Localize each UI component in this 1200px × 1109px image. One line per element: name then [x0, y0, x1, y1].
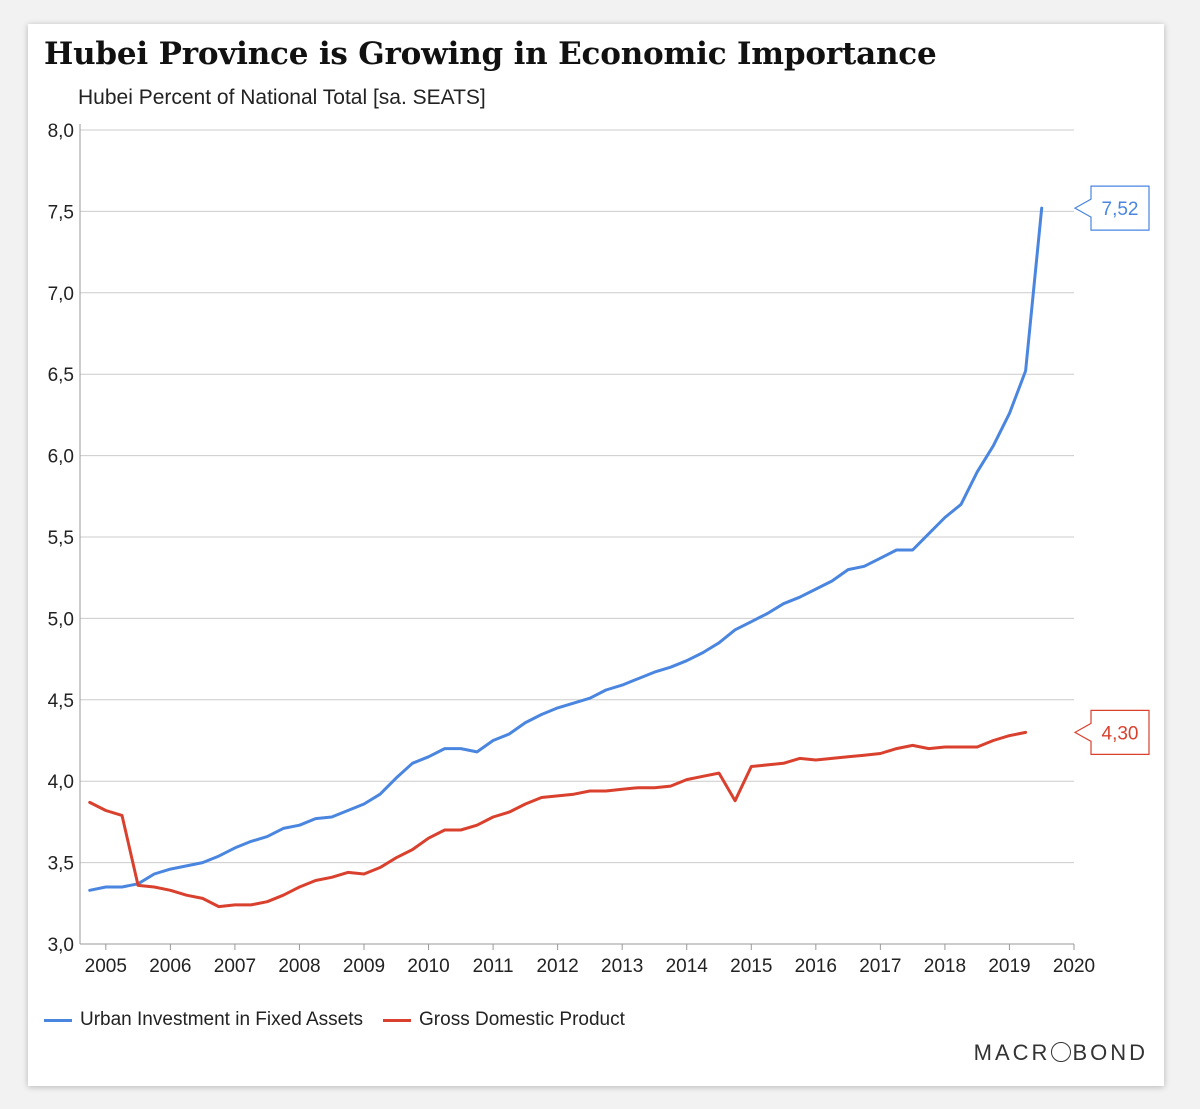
legend: Urban Investment in Fixed Assets Gross D… — [44, 1009, 637, 1031]
x-tick-label: 2007 — [214, 956, 256, 977]
line-chart: 3,0 3,5 4,0 4,5 5,0 5,5 6,0 6,5 7,0 7,5 8,0 2005 200… — [48, 121, 1150, 977]
x-tick-label: 2014 — [666, 956, 709, 977]
series-line-0 — [88, 206, 1044, 892]
chart-card: Hubei Province is Growing in Economic Im… — [28, 24, 1164, 1086]
legend-swatch-investment — [44, 1018, 72, 1022]
x-tick-label: 2019 — [988, 956, 1030, 977]
y-tick-label: 5,5 — [48, 528, 74, 549]
end-value-label: 4,30 — [1102, 723, 1139, 744]
x-tick-label: 2013 — [601, 956, 643, 977]
legend-swatch-gdp — [383, 1018, 412, 1022]
x-tick-label: 2020 — [1053, 956, 1095, 977]
end-value-callout-box — [1073, 709, 1150, 755]
brand-o-mark — [1051, 1042, 1072, 1062]
y-tick-label: 4,0 — [48, 772, 74, 793]
y-tick-label: 7,5 — [48, 202, 74, 223]
y-tick-label: 3,5 — [48, 854, 74, 875]
x-tick-label: 2009 — [343, 956, 385, 977]
x-tick-label: 2011 — [473, 956, 514, 977]
chart-subtitle: Hubei Percent of National Total [sa. SEA… — [78, 86, 486, 109]
chart-title: Hubei Province is Growing in Economic Im… — [44, 36, 937, 72]
y-tick-label: 3,0 — [48, 935, 74, 956]
macrobond-logo: MACR BOND — [974, 1040, 1148, 1066]
x-tick-label: 2016 — [795, 956, 837, 977]
x-tick-label: 2012 — [536, 956, 578, 977]
legend-item-investment[interactable]: Urban Investment in Fixed Assets — [44, 1009, 363, 1031]
y-tick-label: 7,0 — [48, 284, 74, 305]
legend-label-investment: Urban Investment in Fixed Assets — [80, 1009, 364, 1030]
y-tick-label: 8,0 — [48, 121, 74, 142]
legend-item-gdp[interactable]: Gross Domestic Product — [383, 1009, 625, 1031]
x-tick-label: 2008 — [278, 956, 320, 977]
y-tick-label: 5,0 — [48, 609, 74, 630]
x-tick-label: 2015 — [730, 956, 772, 977]
brand-text-right: BOND — [1072, 1040, 1148, 1065]
x-tick-label: 2005 — [85, 956, 127, 977]
end-value-label: 7,52 — [1102, 199, 1139, 220]
y-tick-label: 6,0 — [48, 447, 74, 468]
y-tick-label: 6,5 — [48, 365, 74, 386]
x-tick-label: 2010 — [407, 956, 449, 977]
series-line-1 — [88, 730, 1028, 909]
brand-text-left: MACR — [973, 1040, 1051, 1065]
x-tick-label: 2018 — [924, 956, 966, 977]
x-tick-label: 2017 — [859, 956, 901, 977]
legend-label-gdp: Gross Domestic Product — [419, 1009, 625, 1030]
x-tick-label: 2006 — [149, 956, 191, 977]
y-tick-label: 4,5 — [48, 691, 74, 712]
end-value-callout-box — [1073, 185, 1150, 231]
